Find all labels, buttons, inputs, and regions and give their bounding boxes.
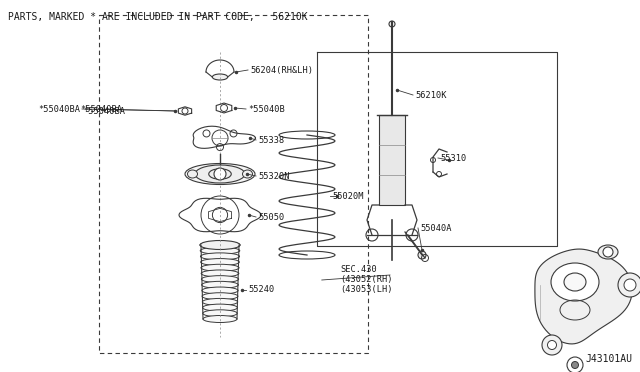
Text: 55338: 55338 [258, 135, 284, 144]
Circle shape [542, 335, 562, 355]
Ellipse shape [202, 281, 238, 288]
Text: *55040BA: *55040BA [83, 106, 125, 115]
Ellipse shape [200, 241, 240, 250]
Text: 55240: 55240 [248, 285, 275, 295]
Circle shape [618, 273, 640, 297]
Text: PARTS, MARKED * ARE INCLUDED IN PART CODE,   56210K: PARTS, MARKED * ARE INCLUDED IN PART COD… [8, 12, 308, 22]
Ellipse shape [200, 247, 240, 254]
Text: 55320N: 55320N [258, 171, 289, 180]
Text: 56210K: 56210K [415, 90, 447, 99]
Ellipse shape [202, 304, 237, 311]
Text: (43053(LH): (43053(LH) [340, 285, 392, 294]
Circle shape [624, 279, 636, 291]
Ellipse shape [551, 263, 599, 301]
Ellipse shape [243, 170, 253, 178]
Ellipse shape [212, 74, 228, 80]
Circle shape [547, 340, 557, 350]
Ellipse shape [188, 170, 198, 178]
Circle shape [418, 251, 426, 259]
Ellipse shape [202, 298, 237, 305]
Circle shape [567, 357, 583, 372]
Ellipse shape [200, 253, 239, 260]
Circle shape [214, 168, 226, 180]
Text: 55040A: 55040A [420, 224, 451, 232]
Circle shape [572, 362, 579, 369]
Polygon shape [535, 249, 632, 344]
Ellipse shape [201, 270, 239, 277]
Ellipse shape [203, 315, 237, 323]
Ellipse shape [202, 276, 239, 283]
Text: SEC.430: SEC.430 [340, 265, 377, 274]
Ellipse shape [200, 241, 240, 248]
Text: *55040B: *55040B [248, 105, 285, 113]
Text: 55050: 55050 [258, 212, 284, 221]
Text: *55040BA: *55040BA [80, 105, 122, 113]
Ellipse shape [201, 264, 239, 271]
Text: *55040BA: *55040BA [38, 105, 80, 113]
Ellipse shape [201, 259, 239, 266]
Ellipse shape [185, 164, 255, 185]
Text: 55020M: 55020M [332, 192, 364, 201]
Ellipse shape [203, 310, 237, 317]
Ellipse shape [202, 293, 238, 300]
Ellipse shape [564, 273, 586, 291]
Bar [379, 115, 405, 205]
Text: 56204(RH&LH): 56204(RH&LH) [250, 65, 313, 74]
Ellipse shape [195, 165, 245, 183]
Circle shape [389, 21, 395, 27]
Circle shape [603, 247, 613, 257]
Text: (43052(RH): (43052(RH) [340, 275, 392, 284]
Ellipse shape [598, 245, 618, 259]
Ellipse shape [202, 287, 238, 294]
Text: 55310: 55310 [440, 154, 467, 163]
Text: J43101AU: J43101AU [585, 354, 632, 364]
